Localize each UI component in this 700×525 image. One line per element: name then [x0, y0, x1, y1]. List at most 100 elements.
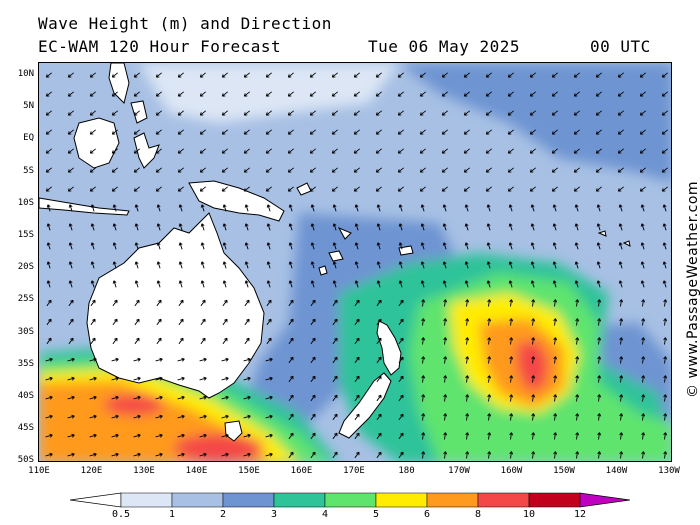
direction-arrow: [375, 167, 382, 173]
direction-arrow: [619, 432, 624, 440]
direction-arrow: [376, 261, 381, 269]
direction-arrow: [597, 318, 602, 326]
direction-arrow: [156, 337, 162, 345]
direction-arrow: [111, 376, 119, 381]
direction-arrow: [465, 356, 470, 364]
direction-arrow: [376, 432, 382, 440]
longitude-label: 130E: [133, 466, 155, 476]
direction-arrow: [133, 357, 141, 362]
direction-arrow: [487, 413, 492, 421]
direction-arrow: [310, 299, 316, 307]
direction-arrow: [551, 186, 558, 192]
direction-arrow: [551, 91, 558, 97]
direction-arrow: [661, 72, 668, 78]
direction-arrow: [288, 299, 294, 307]
direction-arrow: [508, 223, 513, 231]
direction-arrow: [200, 318, 206, 326]
direction-arrow: [133, 167, 140, 173]
direction-arrow: [332, 242, 337, 250]
direction-arrow: [641, 299, 646, 307]
direction-arrow: [419, 129, 426, 135]
legend-swatch: [375, 492, 428, 508]
direction-arrow: [376, 451, 382, 459]
direction-arrow: [639, 129, 646, 135]
direction-arrow: [574, 242, 579, 250]
direction-arrow: [617, 72, 624, 78]
direction-arrow: [221, 72, 228, 78]
latitude-label: 15S: [17, 230, 34, 240]
direction-arrow: [265, 72, 272, 78]
direction-arrow: [221, 376, 229, 381]
direction-arrow: [287, 129, 294, 135]
direction-arrow: [200, 337, 206, 345]
direction-arrow: [597, 337, 602, 345]
direction-arrow: [155, 433, 163, 438]
direction-arrow: [156, 242, 161, 250]
direction-arrow: [531, 432, 536, 440]
direction-arrow: [442, 242, 447, 250]
direction-arrow: [398, 242, 403, 250]
direction-arrow: [310, 356, 316, 364]
direction-arrow: [310, 451, 316, 459]
direction-arrow: [133, 433, 141, 438]
direction-arrow: [177, 167, 184, 173]
direction-arrow: [574, 261, 579, 269]
direction-arrow: [45, 129, 52, 135]
direction-arrow: [661, 167, 668, 173]
direction-arrow: [68, 318, 74, 326]
direction-arrow: [244, 280, 249, 288]
direction-arrow: [397, 167, 404, 173]
direction-arrow: [332, 394, 338, 402]
direction-arrow: [486, 242, 491, 250]
latitude-label: 10N: [17, 69, 34, 79]
direction-arrow: [90, 204, 95, 212]
direction-arrow: [354, 204, 359, 212]
direction-arrow: [332, 223, 337, 231]
direction-arrow: [575, 432, 580, 440]
direction-arrow: [553, 375, 558, 383]
direction-arrow: [178, 299, 184, 307]
direction-arrow: [111, 129, 118, 135]
direction-arrow: [67, 376, 75, 381]
direction-arrow: [487, 375, 492, 383]
direction-arrow: [354, 318, 360, 326]
direction-arrow: [45, 167, 52, 173]
direction-arrow: [133, 72, 140, 78]
direction-arrow: [596, 242, 601, 250]
direction-arrow: [465, 375, 470, 383]
direction-arrow: [663, 432, 668, 440]
direction-arrow: [332, 337, 338, 345]
direction-arrow: [46, 261, 51, 269]
direction-arrow: [575, 394, 580, 402]
direction-arrow: [398, 375, 404, 383]
direction-arrow: [45, 72, 52, 78]
direction-arrow: [89, 148, 96, 154]
direction-arrow: [463, 91, 470, 97]
direction-arrow: [265, 167, 272, 173]
direction-arrow: [89, 110, 96, 116]
direction-arrow: [419, 110, 426, 116]
direction-arrow: [67, 395, 75, 400]
direction-arrow: [375, 186, 382, 192]
direction-arrow: [309, 167, 316, 173]
direction-arrow: [155, 376, 163, 381]
direction-arrow: [552, 242, 557, 250]
direction-arrow: [640, 261, 645, 269]
direction-arrow: [596, 261, 601, 269]
direction-arrow: [509, 356, 514, 364]
direction-arrow: [573, 186, 580, 192]
direction-arrow: [641, 337, 646, 345]
direction-arrow: [529, 91, 536, 97]
direction-arrow: [573, 91, 580, 97]
direction-arrow: [134, 223, 139, 231]
direction-arrow: [441, 72, 448, 78]
wave-height-map: [38, 62, 672, 462]
direction-arrow: [421, 413, 426, 421]
direction-arrow: [485, 91, 492, 97]
direction-arrow: [619, 356, 624, 364]
direction-arrow: [244, 204, 249, 212]
direction-arrow: [464, 204, 469, 212]
direction-arrow: [156, 204, 161, 212]
direction-arrow: [288, 204, 293, 212]
direction-arrow: [575, 318, 580, 326]
